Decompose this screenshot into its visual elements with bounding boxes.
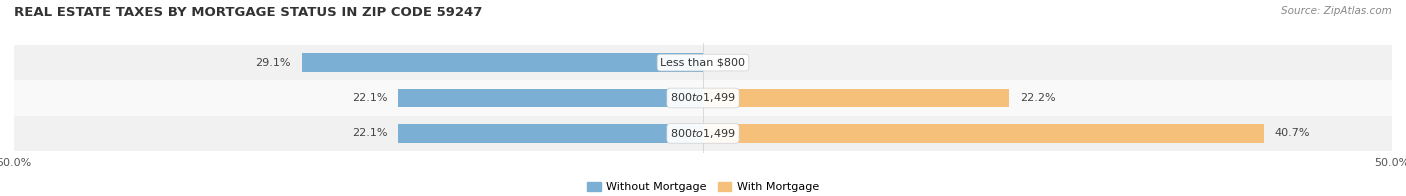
Text: $800 to $1,499: $800 to $1,499: [671, 127, 735, 140]
Text: Less than $800: Less than $800: [661, 58, 745, 68]
Text: 22.1%: 22.1%: [352, 93, 388, 103]
Text: 0.0%: 0.0%: [714, 58, 742, 68]
Text: 22.1%: 22.1%: [352, 128, 388, 138]
Bar: [703, 89, 1010, 107]
Bar: [302, 53, 703, 72]
Bar: [398, 124, 703, 143]
Text: 29.1%: 29.1%: [256, 58, 291, 68]
Bar: [14, 45, 1392, 80]
Bar: [14, 116, 1392, 151]
Text: 40.7%: 40.7%: [1275, 128, 1310, 138]
Text: 22.2%: 22.2%: [1019, 93, 1056, 103]
Bar: [398, 89, 703, 107]
Text: Source: ZipAtlas.com: Source: ZipAtlas.com: [1281, 6, 1392, 16]
Legend: Without Mortgage, With Mortgage: Without Mortgage, With Mortgage: [582, 177, 824, 196]
Bar: [703, 124, 1264, 143]
Text: REAL ESTATE TAXES BY MORTGAGE STATUS IN ZIP CODE 59247: REAL ESTATE TAXES BY MORTGAGE STATUS IN …: [14, 6, 482, 19]
Text: $800 to $1,499: $800 to $1,499: [671, 92, 735, 104]
Bar: [14, 80, 1392, 116]
